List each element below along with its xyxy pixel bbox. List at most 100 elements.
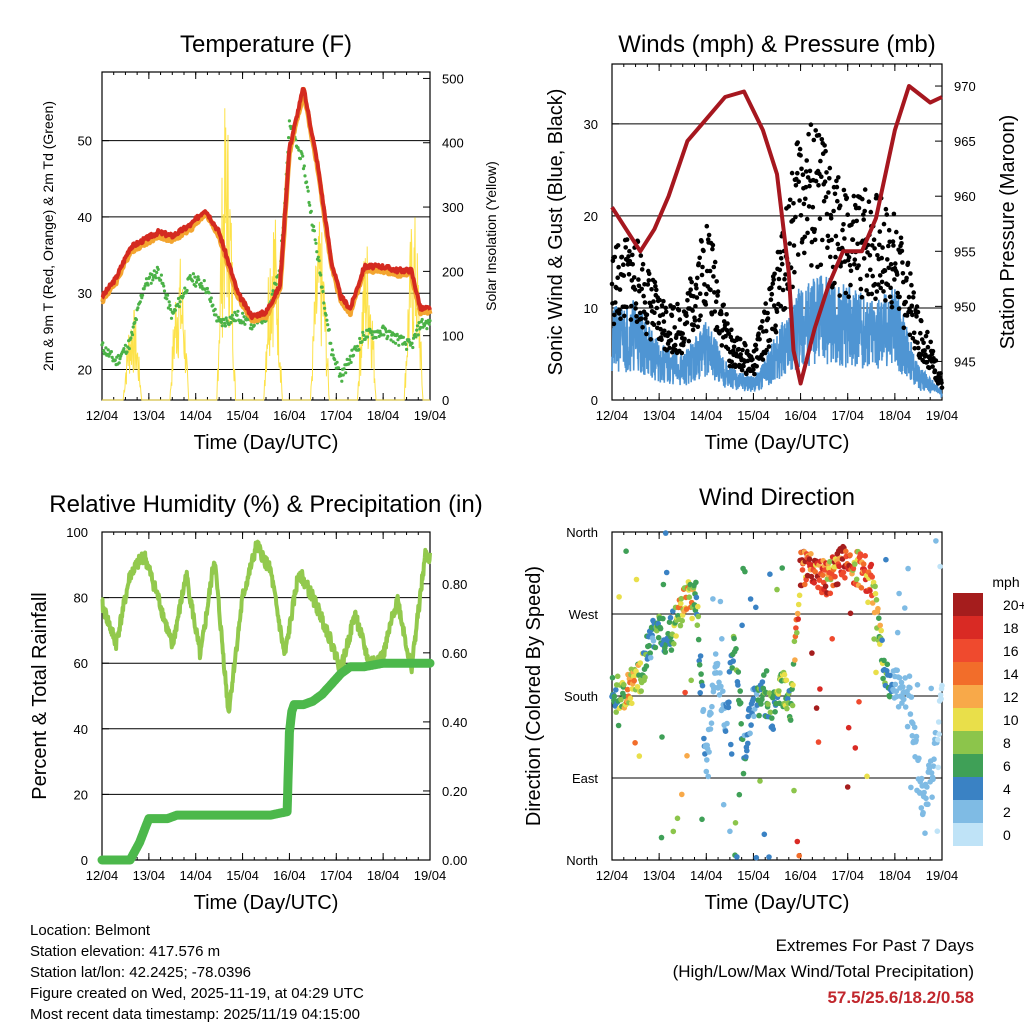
temperature-dewpoint-point <box>321 289 325 294</box>
direction-point <box>876 615 882 621</box>
winds-gust-point <box>723 333 728 339</box>
direction-point <box>860 561 867 567</box>
winds-xtick-label: 18/04 <box>879 408 912 423</box>
winds-gust-point <box>612 312 617 318</box>
temperature-dewpoint-point <box>138 300 142 304</box>
winds-gust-point <box>928 339 933 345</box>
temperature-dewpoint-point <box>127 347 131 351</box>
winds-gust-point <box>818 158 823 164</box>
direction-point <box>765 701 771 707</box>
winds-gust-point <box>719 311 724 317</box>
temperature-dewpoint-point <box>415 324 420 328</box>
direction-point <box>733 646 739 652</box>
direction-point <box>783 677 790 683</box>
winds-gust-point <box>759 325 764 330</box>
winds-gust-point <box>885 282 891 288</box>
direction-point <box>811 580 817 586</box>
direction-point <box>701 735 707 742</box>
temperature-dewpoint-point <box>188 274 192 278</box>
temperature-dewpoint-point <box>382 333 386 337</box>
winds-gust-point <box>790 218 796 223</box>
temperature-dewpoint-point <box>134 318 138 322</box>
winds-gust-point <box>639 286 644 292</box>
temperature-dewpoint-point <box>129 336 133 340</box>
winds-gust-point <box>829 237 834 243</box>
winds-gust-point <box>613 300 618 305</box>
temperature-xtick-label: 18/04 <box>367 408 400 423</box>
temperature-dewpoint-point <box>241 311 245 315</box>
direction-point <box>623 548 629 554</box>
direction-point <box>901 696 907 703</box>
temperature-dewpoint-point <box>320 285 324 289</box>
direction-point <box>931 756 937 762</box>
direction-xtick-label: 18/04 <box>879 868 912 883</box>
winds-gust-point <box>729 327 734 333</box>
winds-gust-point <box>831 208 836 214</box>
winds-gust-point <box>862 208 867 214</box>
winds-gust-point <box>768 297 774 303</box>
direction-point <box>896 675 903 681</box>
direction-point <box>694 622 701 628</box>
winds-gust-point <box>825 233 831 239</box>
direction-point <box>813 705 820 711</box>
winds-gust-point <box>703 302 709 307</box>
winds-gust-point <box>706 232 712 238</box>
direction-point <box>722 728 729 734</box>
winds-gust-point <box>932 368 938 373</box>
direction-point <box>909 733 916 739</box>
winds-gust-point <box>765 316 771 321</box>
direction-point <box>808 551 814 557</box>
winds-gust-point <box>806 204 812 209</box>
winds-gust-point <box>712 290 717 295</box>
winds-gust-point <box>752 371 757 377</box>
winds-gust-point <box>898 235 904 241</box>
direction-point <box>655 634 662 641</box>
winds-gust-point <box>915 340 920 345</box>
direction-point <box>678 595 685 602</box>
winds-gust-point <box>709 311 715 317</box>
winds-gust-point <box>838 264 843 269</box>
direction-legend-unit: mph <box>992 574 1019 590</box>
direction-point <box>767 571 773 577</box>
winds-gust-point <box>884 212 890 217</box>
direction-point <box>746 705 752 712</box>
temperature-dewpoint-point <box>214 313 218 317</box>
direction-point <box>673 633 679 639</box>
winds-gust-point <box>876 282 881 287</box>
temperature-ytick-right-label: 100 <box>442 329 464 344</box>
winds-gust-point <box>783 272 788 277</box>
winds-gust-point <box>719 343 725 348</box>
temperature-2m-line <box>100 87 432 321</box>
temperature-dewpoint-point <box>151 278 155 282</box>
direction-point <box>806 556 813 562</box>
winds-gust-point <box>715 293 720 298</box>
winds-gust-point <box>933 358 939 363</box>
direction-point <box>875 605 881 612</box>
winds-gust-point <box>856 263 861 268</box>
winds-gust-point <box>640 325 645 330</box>
winds-gust-point <box>856 205 862 211</box>
direction-point <box>939 682 945 689</box>
temperature-dewpoint-point <box>235 313 239 317</box>
temperature-dewpoint-point <box>300 152 304 156</box>
winds-gust-point <box>817 216 823 222</box>
temperature-dewpoint-point <box>270 292 274 296</box>
winds-gust-point <box>773 323 778 329</box>
winds-gust-point <box>619 254 625 260</box>
temperature-dewpoint-point <box>325 318 329 322</box>
direction-point <box>718 683 724 690</box>
temperature-dewpoint-point <box>428 319 432 323</box>
direction-point <box>753 604 759 611</box>
winds-gust-point <box>644 312 650 318</box>
winds-gust-point <box>636 277 641 282</box>
winds-gust-point <box>667 331 673 336</box>
temperature-dewpoint-point <box>348 354 352 358</box>
direction-point <box>667 614 674 621</box>
winds-gust-point <box>714 324 720 330</box>
winds-gust-point <box>712 309 718 314</box>
direction-xtick-label: 17/04 <box>831 868 864 883</box>
direction-point <box>621 681 627 688</box>
direction-point <box>928 685 934 692</box>
direction-point <box>904 723 911 730</box>
winds-gust-point <box>919 318 924 324</box>
